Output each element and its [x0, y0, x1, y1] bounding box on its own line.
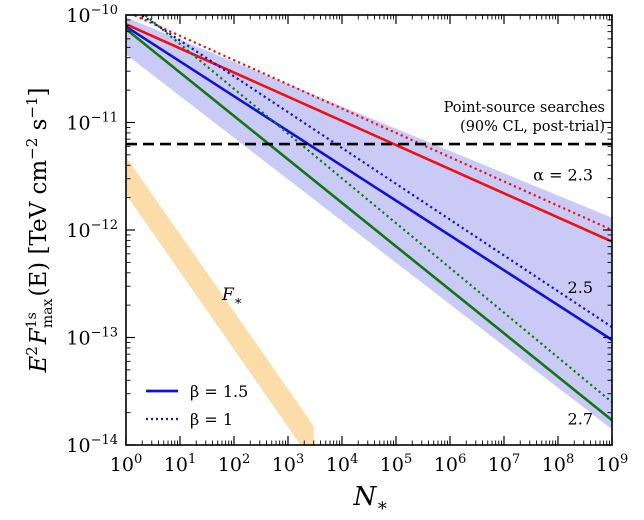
- x-tick-label: 107: [488, 452, 520, 476]
- x-axis-title: N∗: [353, 482, 389, 516]
- x-tick-label: 102: [218, 452, 250, 476]
- alpha-annotation: α = 2.3: [533, 165, 593, 184]
- alpha-annotation: 2.7: [568, 410, 593, 429]
- x-tick-label: 100: [110, 452, 142, 476]
- y-tick-label: 10−12: [66, 218, 118, 242]
- x-tick-label: 106: [434, 452, 466, 476]
- y-tick-label: 10−13: [66, 326, 118, 350]
- point-source-label-line2: (90% CL, post-trial): [460, 119, 605, 135]
- alpha-annotation: 2.5: [568, 278, 593, 297]
- x-tick-label: 108: [542, 452, 574, 476]
- f-star-band: [126, 156, 314, 445]
- legend-label: β = 1.5: [190, 382, 248, 401]
- x-tick-label: 109: [596, 452, 628, 476]
- series-line-alpha-2-7-beta-1: [144, 15, 612, 404]
- series-line-alpha-2-3-beta-1-5: [126, 23, 612, 243]
- series-line-alpha-2-5-beta-1-5: [126, 25, 612, 341]
- point-source-label-line1: Point-source searches: [444, 100, 605, 116]
- y-axis-title: E2F1smax(E) [TeV cm−2 s−1]: [23, 87, 56, 373]
- y-tick-label: 10−14: [66, 433, 118, 457]
- x-tick-label: 105: [380, 452, 412, 476]
- x-tick-label: 101: [164, 452, 196, 476]
- y-tick-label: 10−10: [66, 3, 118, 27]
- x-tick-label: 104: [326, 452, 358, 476]
- series-line-alpha-2-5-beta-1: [141, 15, 612, 328]
- x-tick-label: 103: [272, 452, 304, 476]
- series-line-alpha-2-7-beta-1-5: [126, 28, 612, 422]
- legend-label: β = 1: [190, 410, 233, 429]
- y-tick-label: 10−11: [66, 111, 118, 135]
- f-star-label: F∗: [221, 285, 243, 309]
- series-line-alpha-2-3-beta-1: [134, 15, 612, 232]
